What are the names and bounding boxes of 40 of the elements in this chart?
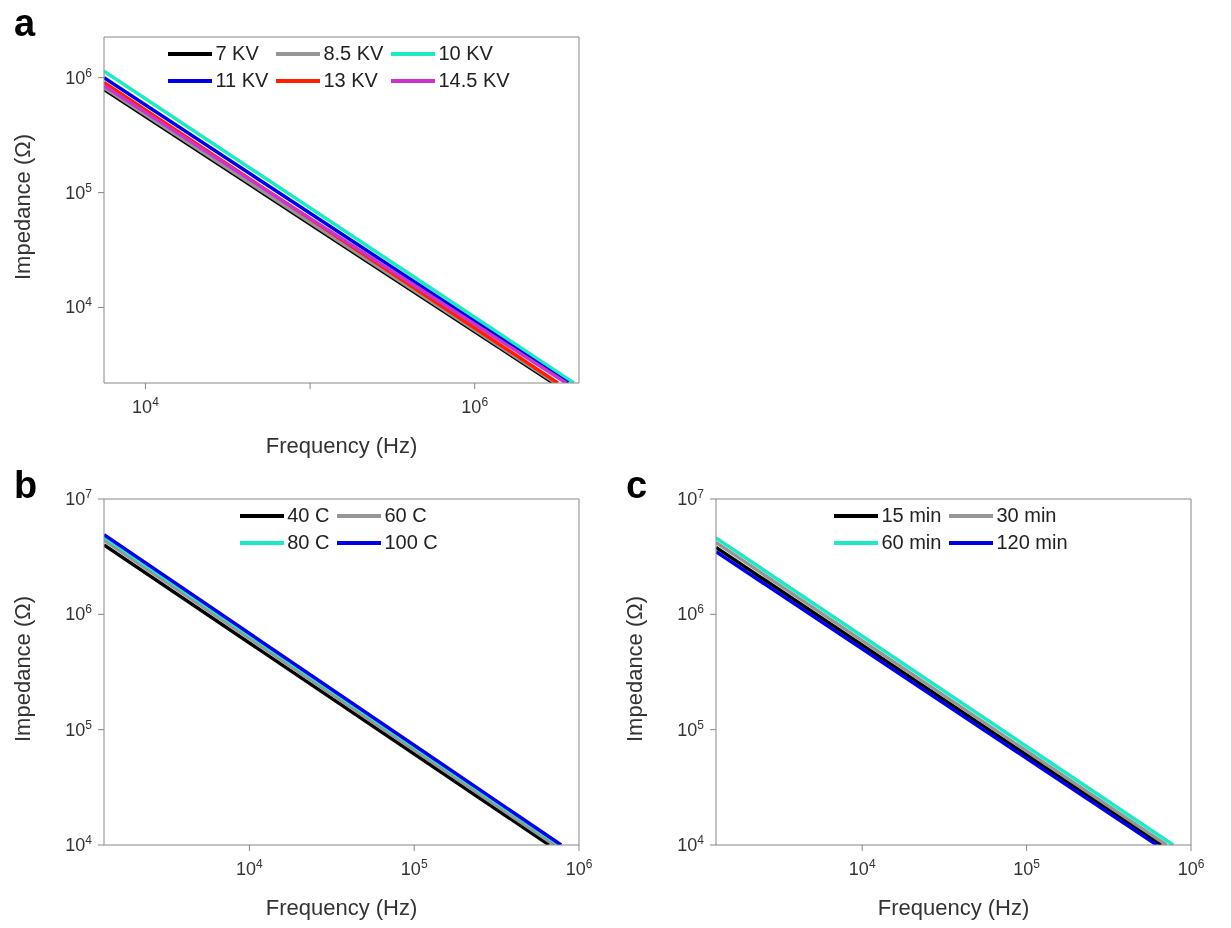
legend-label: 100 C <box>384 531 438 554</box>
y-tick-label: 10$^{4}$ <box>677 833 705 855</box>
y-tick-label: 10$^{5}$ <box>65 180 93 203</box>
legend-label: 80 C <box>287 531 330 554</box>
y-axis-title: Impedance (Ω) <box>9 595 35 742</box>
y-tick-label: 10$^{5}$ <box>65 717 93 740</box>
chart-title: c <box>626 464 648 507</box>
y-tick-label: 10$^{6}$ <box>677 602 705 625</box>
legend-label: 11 KV <box>215 69 269 92</box>
legend-label: 60 min <box>881 531 942 554</box>
legend-label: 40 C <box>287 504 330 527</box>
legend-label: 13 KV <box>323 69 378 92</box>
x-axis-title: Frequency (Hz) <box>877 895 1030 920</box>
x-tick-label: 10$^{5}$ <box>1013 857 1041 879</box>
y-tick-label: 10$^{7}$ <box>65 487 93 509</box>
legend-label: 60 C <box>384 504 427 527</box>
legend-label: 8.5 KV <box>323 42 384 65</box>
y-axis-title: Impedance (Ω) <box>9 133 35 280</box>
y-tick-label: 10$^{6}$ <box>65 65 93 88</box>
legend-label: 7 KV <box>215 42 259 65</box>
legend-label: 15 min <box>881 504 942 527</box>
y-tick-label: 10$^{5}$ <box>677 717 705 740</box>
x-tick-label: 10$^{4}$ <box>848 857 876 879</box>
y-tick-label: 10$^{4}$ <box>65 833 93 855</box>
x-tick-label: 10$^{6}$ <box>565 857 593 879</box>
legend-label: 10 KV <box>438 42 493 65</box>
y-tick-label: 10$^{4}$ <box>65 295 93 318</box>
x-tick-label: 10$^{4}$ <box>236 857 264 879</box>
y-axis-title: Impedance (Ω) <box>621 595 647 742</box>
y-tick-label: 10$^{7}$ <box>677 487 705 509</box>
legend-label: 30 min <box>996 504 1057 527</box>
legend-label: 14.5 KV <box>438 69 510 92</box>
chart-title: a <box>14 2 36 45</box>
legend-label: 120 min <box>996 531 1068 554</box>
chart-title: b <box>14 464 38 507</box>
x-tick-label: 10$^{6}$ <box>1177 857 1205 879</box>
x-axis-title: Frequency (Hz) <box>265 895 418 920</box>
y-tick-label: 10$^{6}$ <box>65 602 93 625</box>
x-tick-label: 10$^{5}$ <box>400 857 428 879</box>
x-axis-title: Frequency (Hz) <box>265 433 418 458</box>
